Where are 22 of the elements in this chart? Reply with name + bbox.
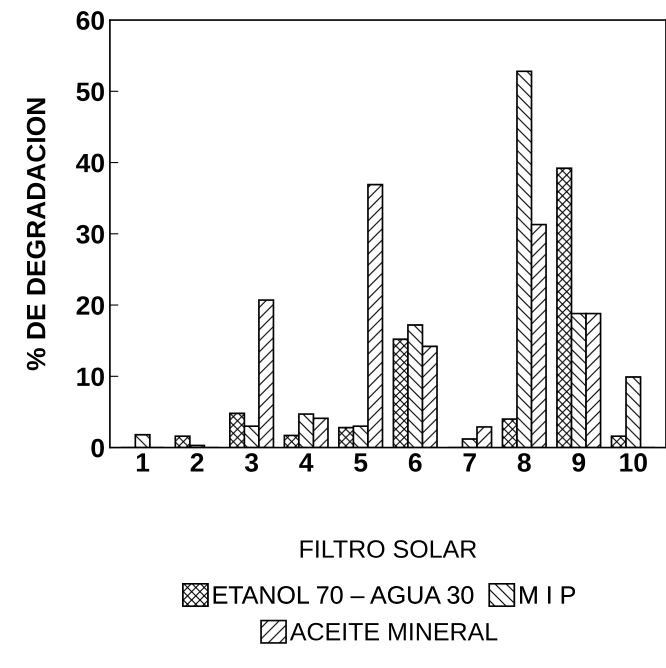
x-tick-label: 5 bbox=[354, 453, 368, 472]
y-axis-title: % DE DEGRADACION bbox=[26, 98, 46, 370]
x-tick-label: 3 bbox=[244, 453, 258, 472]
y-tick-label: 60 bbox=[76, 11, 104, 30]
x-tick-label: 1 bbox=[136, 453, 150, 472]
x-tick-label: 10 bbox=[620, 453, 647, 472]
x-tick-label: 6 bbox=[408, 453, 422, 472]
y-tick-label: 40 bbox=[76, 154, 104, 172]
legend-label: M I P bbox=[520, 586, 576, 604]
x-tick-label: 4 bbox=[299, 453, 314, 472]
legend-label: ACEITE MINERAL bbox=[290, 622, 498, 641]
x-tick-label: 2 bbox=[190, 453, 204, 472]
y-tick-label: 10 bbox=[77, 367, 104, 386]
y-tick-label: 50 bbox=[76, 82, 104, 102]
x-tick-label: 9 bbox=[572, 453, 586, 472]
y-tick-label: 0 bbox=[91, 438, 104, 458]
y-tick-label: 20 bbox=[76, 296, 104, 315]
x-tick-label: 8 bbox=[518, 453, 531, 472]
legend-label: ETANOL 70 – AGUA 30 bbox=[214, 586, 474, 604]
y-tick-label: 30 bbox=[76, 224, 104, 244]
x-axis-title: FILTRO SOLAR bbox=[300, 540, 476, 558]
x-tick-label: 7 bbox=[464, 453, 476, 472]
